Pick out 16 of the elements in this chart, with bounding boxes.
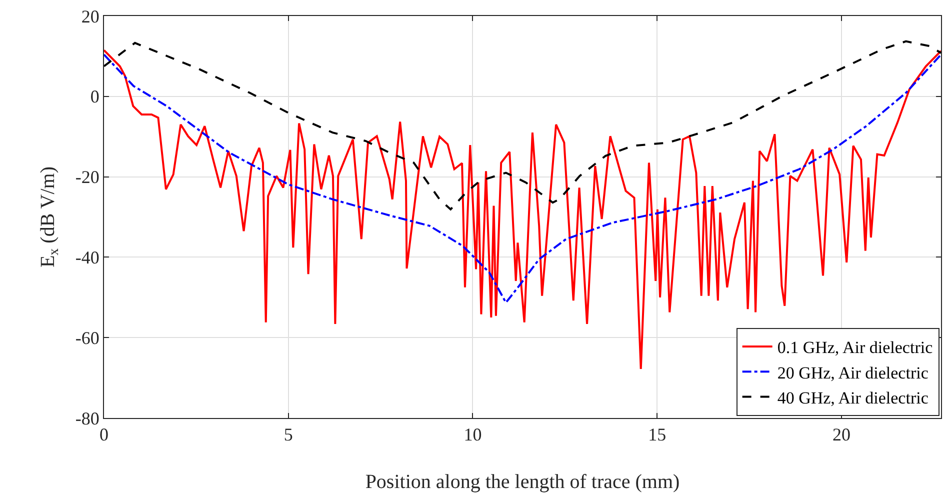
legend-label: 20 GHz, Air dielectric [777, 363, 929, 382]
y-tick-label: -60 [75, 328, 100, 348]
y-tick-label: -80 [75, 408, 100, 428]
x-axis-title: Position along the length of trace (mm) [365, 471, 680, 493]
legend-label: 40 GHz, Air dielectric [777, 388, 929, 408]
y-tick-label: 20 [81, 6, 100, 26]
legend-label: 0.1 GHz, Air dielectric [777, 338, 934, 358]
line-series [104, 40, 941, 210]
y-tick-label: -20 [75, 167, 100, 188]
x-tick-label: 15 [648, 424, 666, 445]
y-tick-label: -40 [75, 248, 100, 268]
y-tick-label: 0 [90, 86, 100, 107]
x-tick-label: 5 [284, 424, 293, 445]
line-series [104, 54, 941, 304]
x-tick-label: 10 [464, 424, 482, 445]
x-tick-label: 20 [832, 424, 850, 445]
